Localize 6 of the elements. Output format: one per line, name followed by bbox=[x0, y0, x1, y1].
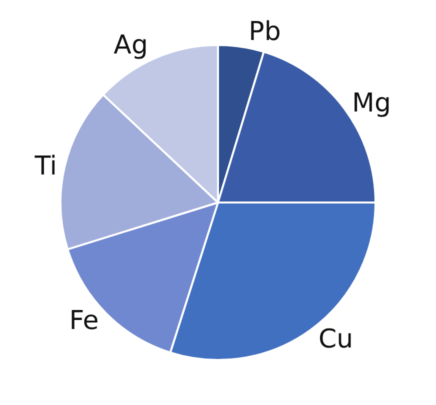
slice-label: Pb bbox=[248, 17, 281, 48]
slice-label: Cu bbox=[318, 324, 354, 354]
slice-label: Mg bbox=[352, 88, 391, 118]
slice-label: Ti bbox=[34, 151, 58, 182]
slice-label: Fe bbox=[69, 306, 99, 336]
slice-label: Ag bbox=[114, 30, 148, 60]
